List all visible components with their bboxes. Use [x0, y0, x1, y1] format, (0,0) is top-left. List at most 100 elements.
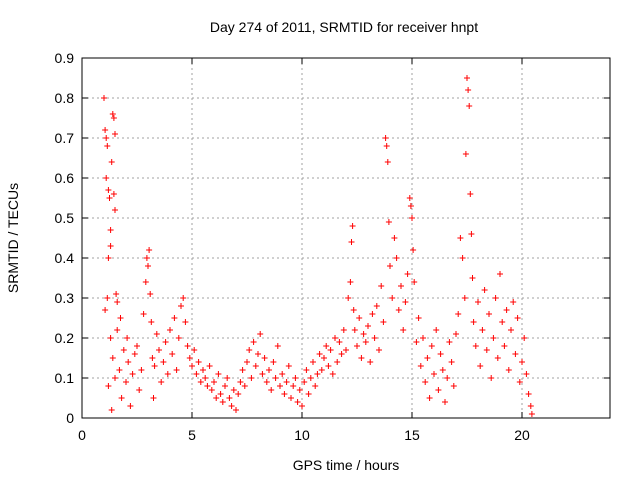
data-point: [305, 391, 312, 397]
data-point: [204, 383, 211, 389]
data-point: [413, 339, 420, 345]
data-point: [523, 371, 530, 377]
x-tick-label: 10: [294, 427, 310, 443]
data-point: [505, 367, 512, 373]
data-point: [294, 399, 301, 405]
data-point: [217, 391, 224, 397]
data-point: [193, 371, 200, 377]
data-point: [383, 143, 390, 149]
data-point: [123, 379, 129, 385]
data-point: [173, 367, 180, 373]
data-point: [263, 379, 270, 385]
data-point: [151, 363, 158, 369]
data-point: [117, 315, 124, 321]
data-point: [393, 255, 400, 261]
data-point: [105, 255, 112, 261]
data-point: [255, 351, 261, 357]
data-point: [402, 299, 409, 305]
data-point: [420, 335, 426, 341]
data-point: [136, 387, 143, 393]
data-point: [358, 355, 365, 361]
data-point: [114, 299, 121, 305]
data-point: [106, 195, 113, 201]
data-point: [104, 143, 111, 149]
data-point: [307, 375, 314, 381]
data-point: [241, 383, 248, 389]
data-point: [279, 371, 286, 377]
data-point: [230, 387, 237, 393]
data-point: [244, 359, 250, 365]
data-point: [283, 379, 290, 385]
data-point: [213, 395, 220, 401]
x-tick-label: 5: [188, 427, 196, 443]
data-point: [464, 75, 470, 81]
data-point: [362, 339, 369, 345]
data-point: [112, 375, 118, 381]
data-point: [483, 347, 490, 353]
data-point: [442, 399, 448, 405]
data-point: [349, 223, 356, 229]
data-point: [475, 299, 481, 305]
data-point: [208, 387, 215, 393]
data-point: [131, 351, 138, 357]
data-point: [301, 379, 308, 385]
data-point: [202, 375, 209, 381]
data-point: [354, 343, 360, 349]
data-point: [448, 359, 455, 365]
data-point: [257, 331, 264, 337]
data-point: [343, 347, 349, 353]
data-point: [391, 235, 398, 241]
data-point: [329, 371, 336, 377]
data-point: [191, 347, 198, 353]
data-point: [310, 359, 316, 365]
data-point: [450, 383, 457, 389]
data-point: [211, 379, 217, 385]
data-point: [195, 359, 202, 365]
data-point: [237, 379, 244, 385]
data-point: [148, 319, 155, 325]
data-point: [426, 395, 433, 401]
data-point: [167, 327, 173, 333]
data-point: [312, 383, 319, 389]
data-point: [503, 307, 510, 313]
data-point: [274, 343, 281, 349]
y-tick-label: 0.6: [55, 170, 75, 186]
data-point: [466, 103, 473, 109]
data-point: [127, 403, 134, 409]
data-point: [490, 335, 497, 341]
data-point: [184, 343, 191, 349]
grid-lines: [82, 58, 610, 418]
data-point: [268, 387, 275, 393]
data-point: [514, 315, 521, 321]
data-point: [270, 359, 277, 365]
data-point: [332, 335, 338, 341]
data-point: [314, 371, 321, 377]
data-point: [120, 347, 127, 353]
data-point: [246, 347, 253, 353]
data-point: [250, 339, 257, 345]
y-tick-label: 0.5: [55, 210, 75, 226]
data-point: [321, 355, 327, 361]
data-point: [142, 279, 149, 285]
data-point: [492, 295, 499, 301]
data-point: [467, 191, 474, 197]
data-point: [336, 339, 343, 345]
data-point: [175, 335, 182, 341]
data-point: [224, 375, 231, 381]
data-point: [351, 327, 358, 333]
y-axis-label: SRMTID / TECUs: [5, 183, 21, 293]
data-point: [415, 315, 422, 321]
data-point: [272, 375, 279, 381]
data-point: [384, 159, 391, 165]
data-point: [252, 363, 259, 369]
data-point: [189, 363, 195, 369]
data-point: [409, 215, 415, 221]
data-point: [411, 279, 418, 285]
data-point: [107, 335, 114, 341]
data-point: [528, 411, 535, 417]
data-point: [347, 279, 354, 285]
data-point: [424, 355, 431, 361]
data-point: [437, 351, 444, 357]
data-point: [109, 111, 116, 117]
data-point: [261, 355, 268, 361]
